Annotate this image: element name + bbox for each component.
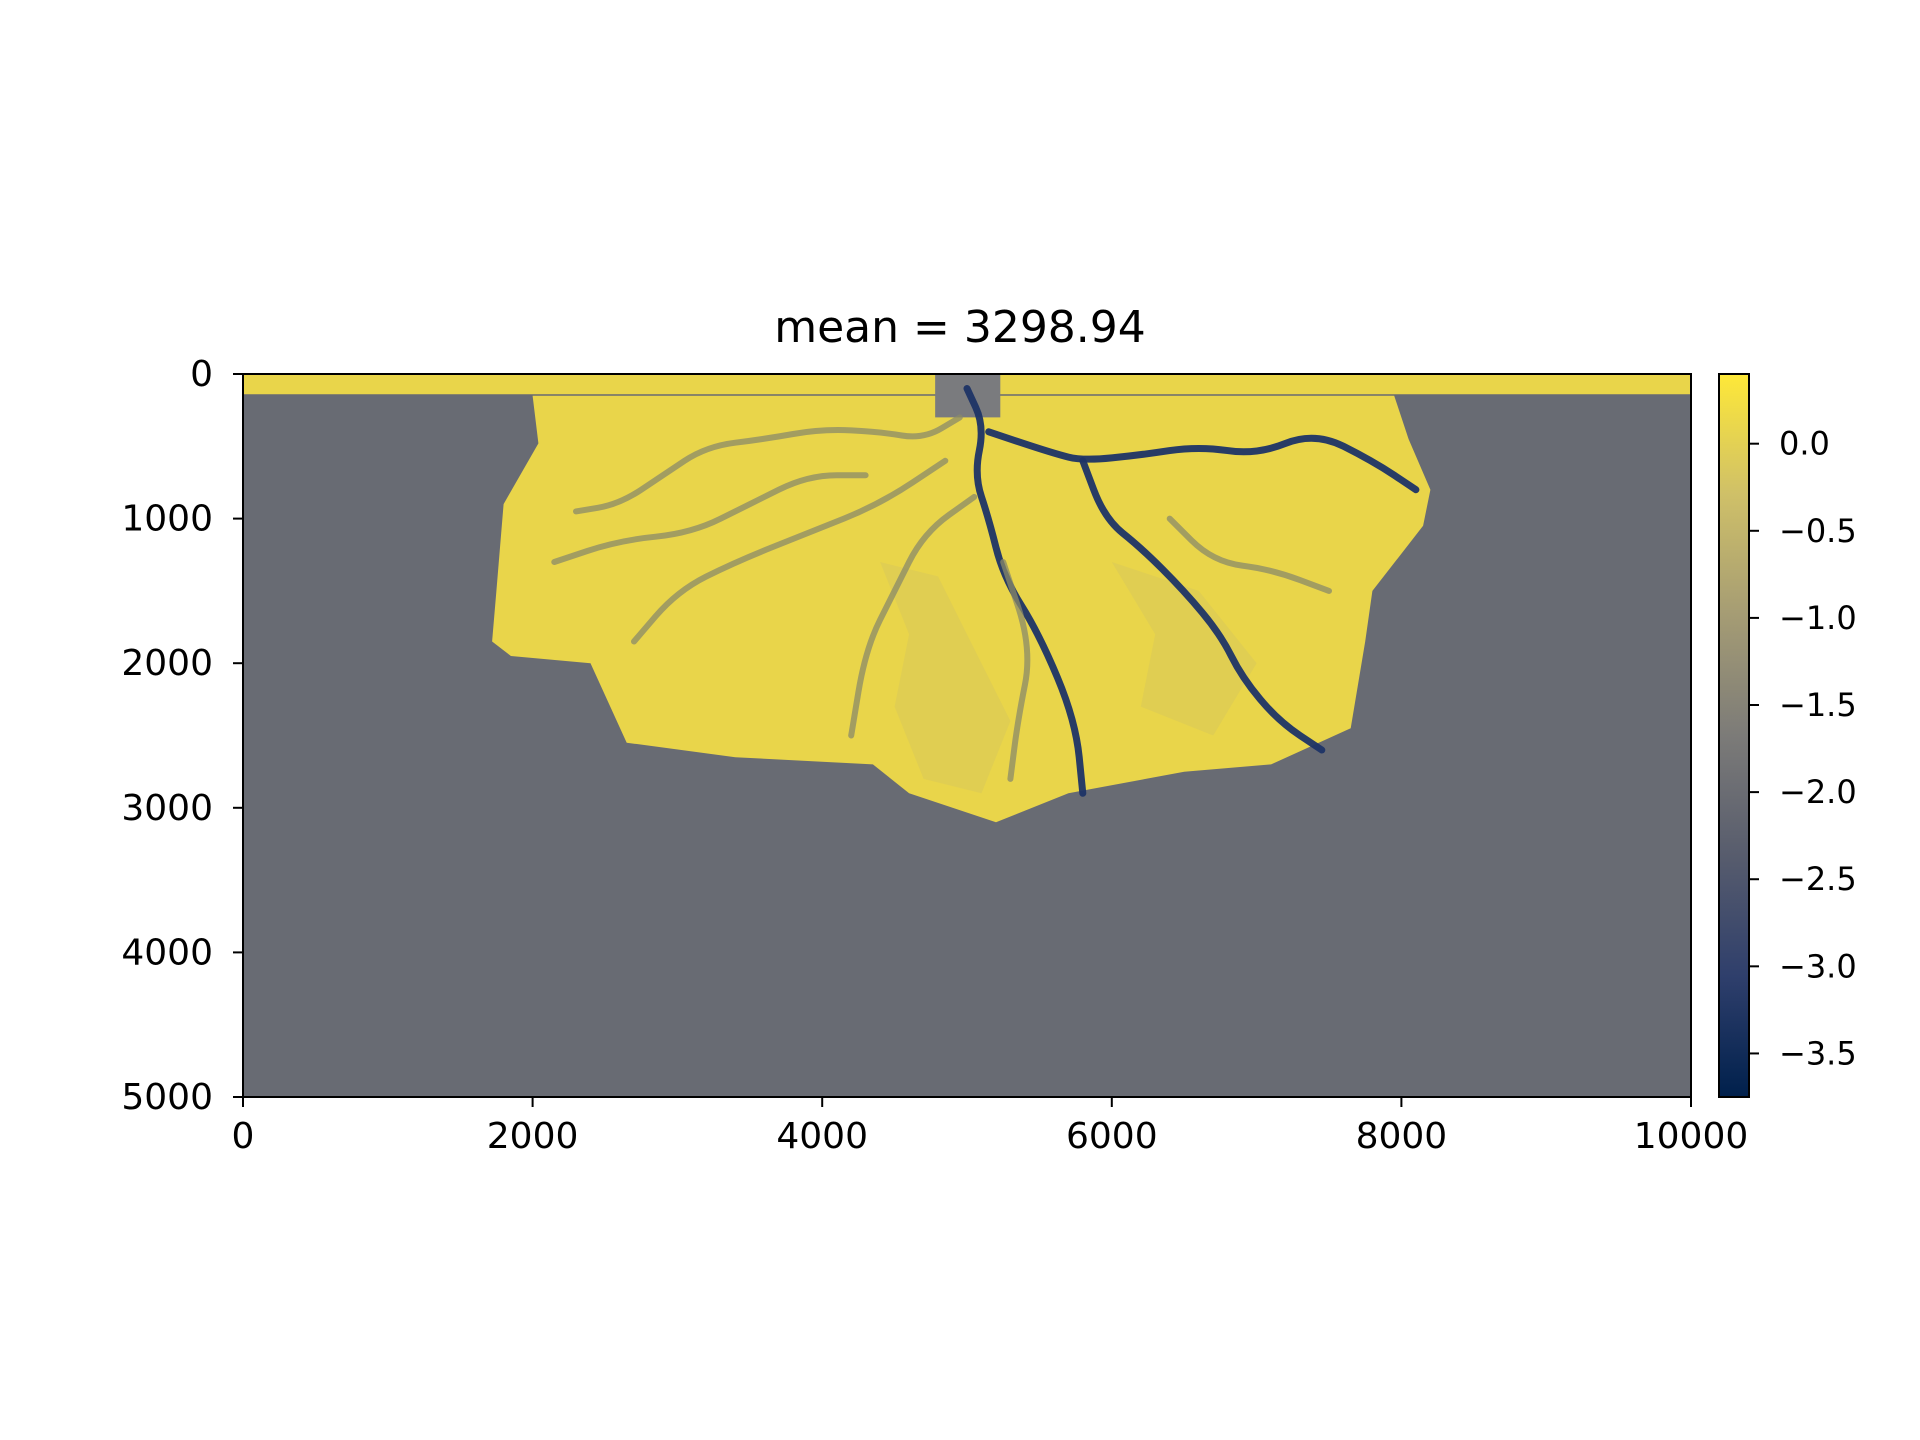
colorbar-tick-label-3: −1.5 [1779, 686, 1857, 724]
x-tick-label-5: 10000 [1634, 1116, 1749, 1157]
channel-6 [1000, 559, 1031, 782]
channel-0 [963, 385, 1087, 797]
channel-7 [551, 472, 869, 565]
axes-frame [242, 373, 1692, 1098]
deposit-lobe-0 [880, 562, 1011, 794]
colorbar: 0.0 −0.5 −1.0 −1.5 −2.0 −2.5 −3.0 −3.5 [1718, 373, 1857, 1098]
colorbar-tick-label-6: −3.0 [1779, 947, 1857, 985]
channel-8 [1166, 515, 1332, 594]
y-tick-label-2: 2000 [121, 643, 213, 684]
colorbar-tick-label-4: −2.0 [1779, 773, 1857, 811]
colorbar-tick-label-2: −1.0 [1779, 599, 1857, 637]
colorbar-tick-label-0: 0.0 [1779, 425, 1830, 463]
y-tick-label-1: 1000 [121, 499, 213, 540]
plot-area [243, 374, 1691, 1097]
channel-4 [631, 457, 949, 645]
x-tick-label-2: 4000 [776, 1116, 868, 1157]
y-tick-label-5: 5000 [121, 1077, 213, 1118]
y-tick-label-0: 0 [190, 354, 213, 395]
deposit-lobe-1 [1111, 562, 1257, 736]
x-tick-label-3: 6000 [1066, 1116, 1158, 1157]
y-tick-label-4: 4000 [121, 932, 213, 973]
colorbar-tick-label-5: −2.5 [1779, 860, 1857, 898]
chart-title: mean = 3298.94 [774, 302, 1146, 353]
x-tick-label-1: 2000 [487, 1116, 579, 1157]
colorbar-gradient [1719, 374, 1749, 1097]
channel-3 [573, 414, 963, 515]
channel-2 [1079, 457, 1326, 754]
y-axis: 0 1000 2000 3000 4000 5000 [121, 354, 243, 1118]
colorbar-frame [1718, 373, 1750, 1098]
colorbar-tick-label-1: −0.5 [1779, 512, 1857, 550]
channel-1 [985, 428, 1420, 494]
y-tick-label-3: 3000 [121, 788, 213, 829]
channel-5 [848, 493, 978, 739]
x-tick-label-0: 0 [232, 1116, 255, 1157]
x-axis: 0 2000 4000 6000 8000 10000 [232, 1097, 1749, 1157]
colorbar-tick-label-7: −3.5 [1779, 1034, 1857, 1072]
x-tick-label-4: 8000 [1356, 1116, 1448, 1157]
